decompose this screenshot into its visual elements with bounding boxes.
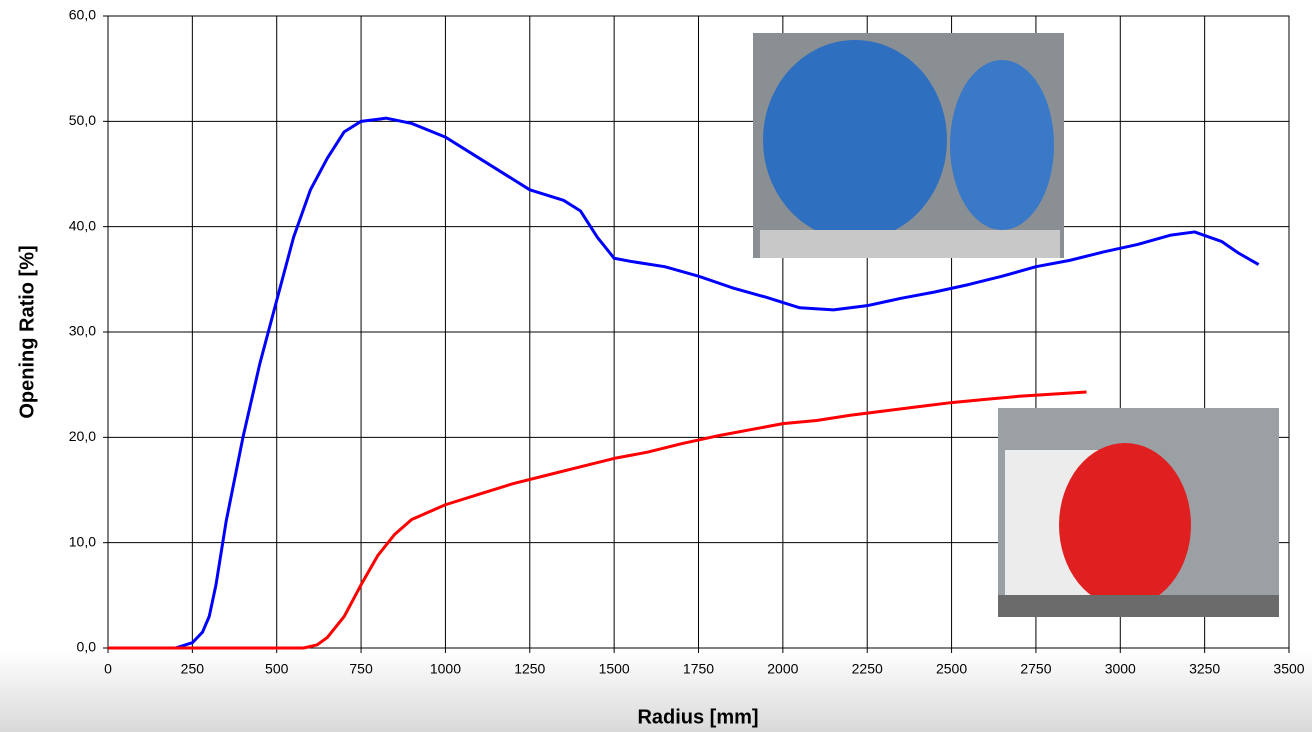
x-tick-label: 750 [349,661,373,677]
y-tick-label: 40,0 [69,217,96,233]
x-tick-label: 1000 [430,661,461,677]
x-tick-label: 1750 [683,661,714,677]
x-tick-label: 3250 [1189,661,1220,677]
x-tick-label: 500 [265,661,289,677]
x-tick-label: 2500 [936,661,967,677]
x-tick-label: 250 [181,661,205,677]
x-tick-label: 1500 [599,661,630,677]
y-tick-label: 0,0 [77,639,97,655]
x-axis-title: Radius [mm] [637,706,758,728]
x-tick-label: 1250 [514,661,545,677]
x-tick-label: 2750 [1020,661,1051,677]
photo-blue-machines [753,33,1064,258]
photo-red-machine [998,408,1279,617]
y-tick-label: 10,0 [69,533,96,549]
y-tick-label: 20,0 [69,428,96,444]
y-axis-title: Opening Ratio [%] [16,245,38,418]
x-tick-label: 2250 [852,661,883,677]
y-tick-label: 60,0 [69,7,96,23]
x-tick-label: 2000 [767,661,798,677]
chart: 0,0 10,0 20,0 30,0 40,0 50,0 60,0 0 250 500 750 100… [0,0,1312,732]
x-tick-label: 0 [104,661,112,677]
x-tick-label: 3000 [1105,661,1136,677]
y-tick-label: 50,0 [69,112,96,128]
x-tick-label: 3500 [1273,661,1304,677]
y-tick-label: 30,0 [69,323,96,339]
